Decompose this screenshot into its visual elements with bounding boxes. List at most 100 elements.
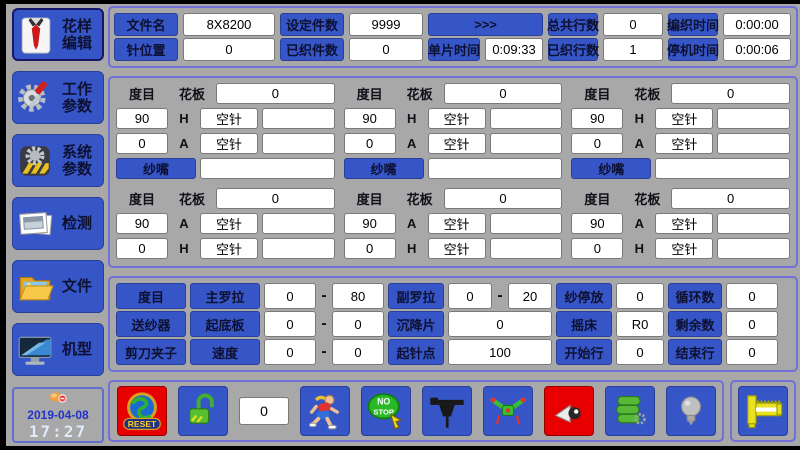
needle-extra[interactable] [717,108,790,129]
needle-extra[interactable] [262,213,335,234]
setup-board-from[interactable]: 0 [264,311,316,337]
sinker-button[interactable]: 沉降片 [388,311,444,337]
sub-roller-button[interactable]: 副罗拉 [388,283,444,309]
duomu-button[interactable]: 度目 [116,283,186,309]
needle-extra[interactable] [262,108,335,129]
needle-mode[interactable]: 空针 [427,213,486,234]
needle-extra[interactable] [717,238,790,259]
needle-mode[interactable]: 空针 [655,213,714,234]
sidebar-item-machine-type[interactable]: 机型 [12,323,104,376]
needle-extra[interactable] [489,133,563,154]
speed-from[interactable]: 0 [264,339,316,365]
run-mode-button[interactable] [300,386,350,436]
speed-button[interactable]: 速度 [190,339,260,365]
start-needle-value[interactable]: 100 [448,339,552,365]
huaban-value[interactable]: 0 [216,83,335,104]
needle-mode[interactable]: 空针 [200,238,258,259]
filename-value[interactable]: 8X8200 [183,13,275,36]
unlock-button[interactable] [178,386,228,436]
yarn-button[interactable]: 纱嘴 [116,158,196,179]
stitch-value[interactable]: 90 [343,213,396,234]
stitch-value[interactable]: 90 [571,108,624,129]
sub-roller-to[interactable]: 20 [508,283,552,309]
layers-button[interactable] [605,386,655,436]
remaining-button[interactable]: 剩余数 [668,311,722,337]
main-roller-to[interactable]: 80 [332,283,384,309]
yarn-value[interactable] [655,158,790,179]
huaban-value[interactable]: 0 [216,188,335,209]
more-button[interactable]: >>> [428,13,543,36]
sidebar-item-pattern-edit[interactable]: 花样 编辑 [12,8,104,61]
sidebar-item-files[interactable]: 文件 [12,260,104,313]
reset-button[interactable]: RESET [117,386,167,436]
needle-mode[interactable]: 空针 [200,108,258,129]
huaban-value[interactable]: 0 [443,83,563,104]
start-row-button[interactable]: 开始行 [556,339,612,365]
needle-extra[interactable] [489,213,563,234]
stitch-value[interactable]: 90 [116,213,168,234]
sidebar-item-detect[interactable]: 检测 [12,197,104,250]
yarn-value[interactable] [200,158,335,179]
set-pieces-value[interactable]: 9999 [349,13,423,36]
stitch-value[interactable]: 0 [116,238,168,259]
toolbar-counter-field[interactable]: 0 [239,397,289,425]
main-roller-button[interactable]: 主罗拉 [190,283,260,309]
end-row-button[interactable]: 结束行 [668,339,722,365]
yarn-value[interactable] [427,158,563,179]
yarn-button[interactable]: 纱嘴 [343,158,424,179]
carriage-tool-button[interactable] [422,386,472,436]
stitch-value[interactable]: 0 [116,133,168,154]
needle-extra[interactable] [717,213,790,234]
alarm-horn-button[interactable] [544,386,594,436]
sub-roller-from[interactable]: 0 [448,283,492,309]
huaban-value[interactable]: 0 [443,188,563,209]
setup-board-to[interactable]: 0 [332,311,384,337]
sidebar-item-system-params[interactable]: 系统 参数 [12,134,104,187]
stitch-value[interactable]: 90 [343,108,396,129]
needle-bar-button[interactable] [738,386,788,436]
setup-board-button[interactable]: 起底板 [190,311,260,337]
needle-extra[interactable] [489,238,563,259]
start-needle-button[interactable]: 起针点 [388,339,444,365]
racking-button[interactable]: 摇床 [556,311,612,337]
end-row-value[interactable]: 0 [726,339,778,365]
lamp-button[interactable] [666,386,716,436]
stitch-value[interactable]: 0 [343,133,396,154]
needle-mode[interactable]: 空针 [655,108,714,129]
sinker-value[interactable]: 0 [448,311,552,337]
stitch-value[interactable]: 0 [571,133,624,154]
needle-mode[interactable]: 空针 [427,133,486,154]
sidebar-item-work-params[interactable]: 工作 参数 [12,71,104,124]
start-row-value[interactable]: 0 [616,339,664,365]
main-roller-from[interactable]: 0 [264,283,316,309]
cycle-count-button[interactable]: 循环数 [668,283,722,309]
yarn-button[interactable]: 纱嘴 [571,158,652,179]
racking-value[interactable]: R0 [616,311,664,337]
needle-mode[interactable]: 空针 [427,238,486,259]
remaining-value[interactable]: 0 [726,311,778,337]
scissors-clamp-button[interactable]: 剪刀夹子 [116,339,186,365]
needle-mode[interactable]: 空针 [655,238,714,259]
no-stop-button[interactable]: NO STOP [361,386,411,436]
params-row-2: 送纱器 起底板 0 - 0 沉降片 0 摇床 R0 剩余数 0 [116,311,790,337]
needle-mode[interactable]: 空针 [200,133,258,154]
stitch-value[interactable]: 90 [571,213,624,234]
yarn-feeder-button[interactable]: 送纱器 [116,311,186,337]
needle-mode[interactable]: 空针 [200,213,258,234]
huaban-value[interactable]: 0 [671,83,790,104]
needle-extra[interactable] [717,133,790,154]
stitch-value[interactable]: 90 [116,108,168,129]
cycle-count-value[interactable]: 0 [726,283,778,309]
needle-extra[interactable] [262,133,335,154]
needle-extra[interactable] [489,108,563,129]
yarn-park-button[interactable]: 纱停放 [556,283,612,309]
needle-mode[interactable]: 空针 [427,108,486,129]
speed-to[interactable]: 0 [332,339,384,365]
yarn-park-value[interactable]: 0 [616,283,664,309]
needle-extra[interactable] [262,238,335,259]
huaban-value[interactable]: 0 [671,188,790,209]
needle-mode[interactable]: 空针 [655,133,714,154]
stitch-value[interactable]: 0 [343,238,396,259]
yarn-carrier-button[interactable] [483,386,533,436]
stitch-value[interactable]: 0 [571,238,624,259]
